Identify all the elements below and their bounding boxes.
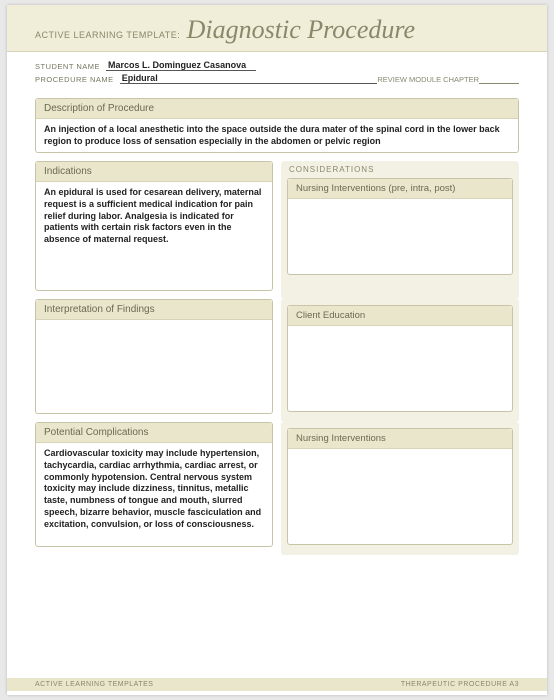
indications-box: Indications An epidural is used for cesa…: [35, 161, 273, 291]
description-title: Description of Procedure: [36, 99, 518, 119]
nursing-pre-body: [288, 199, 512, 274]
footer-left: ACTIVE LEARNING TEMPLATES: [35, 681, 153, 688]
page: ACTIVE LEARNING TEMPLATE: Diagnostic Pro…: [7, 5, 547, 695]
client-ed-panel: Client Education: [281, 299, 519, 422]
review-module-label: REVIEW MODULE CHAPTER: [377, 75, 519, 84]
considerations-panel: CONSIDERATIONS Nursing Interventions (pr…: [281, 161, 519, 299]
row-potential: Potential Complications Cardiovascular t…: [35, 422, 519, 555]
considerations-label: CONSIDERATIONS: [287, 165, 513, 174]
footer-right: THERAPEUTIC PROCEDURE A3: [401, 681, 519, 688]
client-ed-body: [288, 326, 512, 411]
indications-title: Indications: [36, 162, 272, 182]
nursing-interventions-box: Nursing Interventions: [287, 428, 513, 545]
potential-body: Cardiovascular toxicity may include hype…: [36, 443, 272, 535]
nursing-interventions-title: Nursing Interventions: [288, 429, 512, 449]
row-indications: Indications An epidural is used for cesa…: [35, 161, 519, 299]
interpretation-body: [36, 320, 272, 400]
potential-box: Potential Complications Cardiovascular t…: [35, 422, 273, 547]
interpretation-box: Interpretation of Findings: [35, 299, 273, 414]
description-box: Description of Procedure An injection of…: [35, 98, 519, 153]
template-prefix: ACTIVE LEARNING TEMPLATE:: [35, 30, 180, 40]
interpretation-title: Interpretation of Findings: [36, 300, 272, 320]
content-area: Description of Procedure An injection of…: [7, 88, 547, 555]
footer-band: ACTIVE LEARNING TEMPLATES THERAPEUTIC PR…: [7, 678, 547, 691]
potential-title: Potential Complications: [36, 423, 272, 443]
client-ed-title: Client Education: [288, 306, 512, 326]
nursing-pre-title: Nursing Interventions (pre, intra, post): [288, 179, 512, 199]
nursing-pre-box: Nursing Interventions (pre, intra, post): [287, 178, 513, 275]
client-ed-box: Client Education: [287, 305, 513, 412]
row-interpretation: Interpretation of Findings Client Educat…: [35, 299, 519, 422]
meta-block: STUDENT NAME Marcos L. Dominguez Casanov…: [7, 52, 547, 88]
nursing-interventions-panel: Nursing Interventions: [281, 422, 519, 555]
description-body: An injection of a local anesthetic into …: [36, 119, 518, 152]
procedure-name-value: Epidural: [120, 73, 378, 84]
template-title: Diagnostic Procedure: [187, 15, 415, 44]
header-band: ACTIVE LEARNING TEMPLATE: Diagnostic Pro…: [7, 5, 547, 52]
procedure-name-label: PROCEDURE NAME: [35, 75, 114, 84]
nursing-interventions-body: [288, 449, 512, 544]
indications-body: An epidural is used for cesarean deliver…: [36, 182, 272, 250]
student-name-label: STUDENT NAME: [35, 62, 100, 71]
student-name-value: Marcos L. Dominguez Casanova: [106, 60, 256, 71]
